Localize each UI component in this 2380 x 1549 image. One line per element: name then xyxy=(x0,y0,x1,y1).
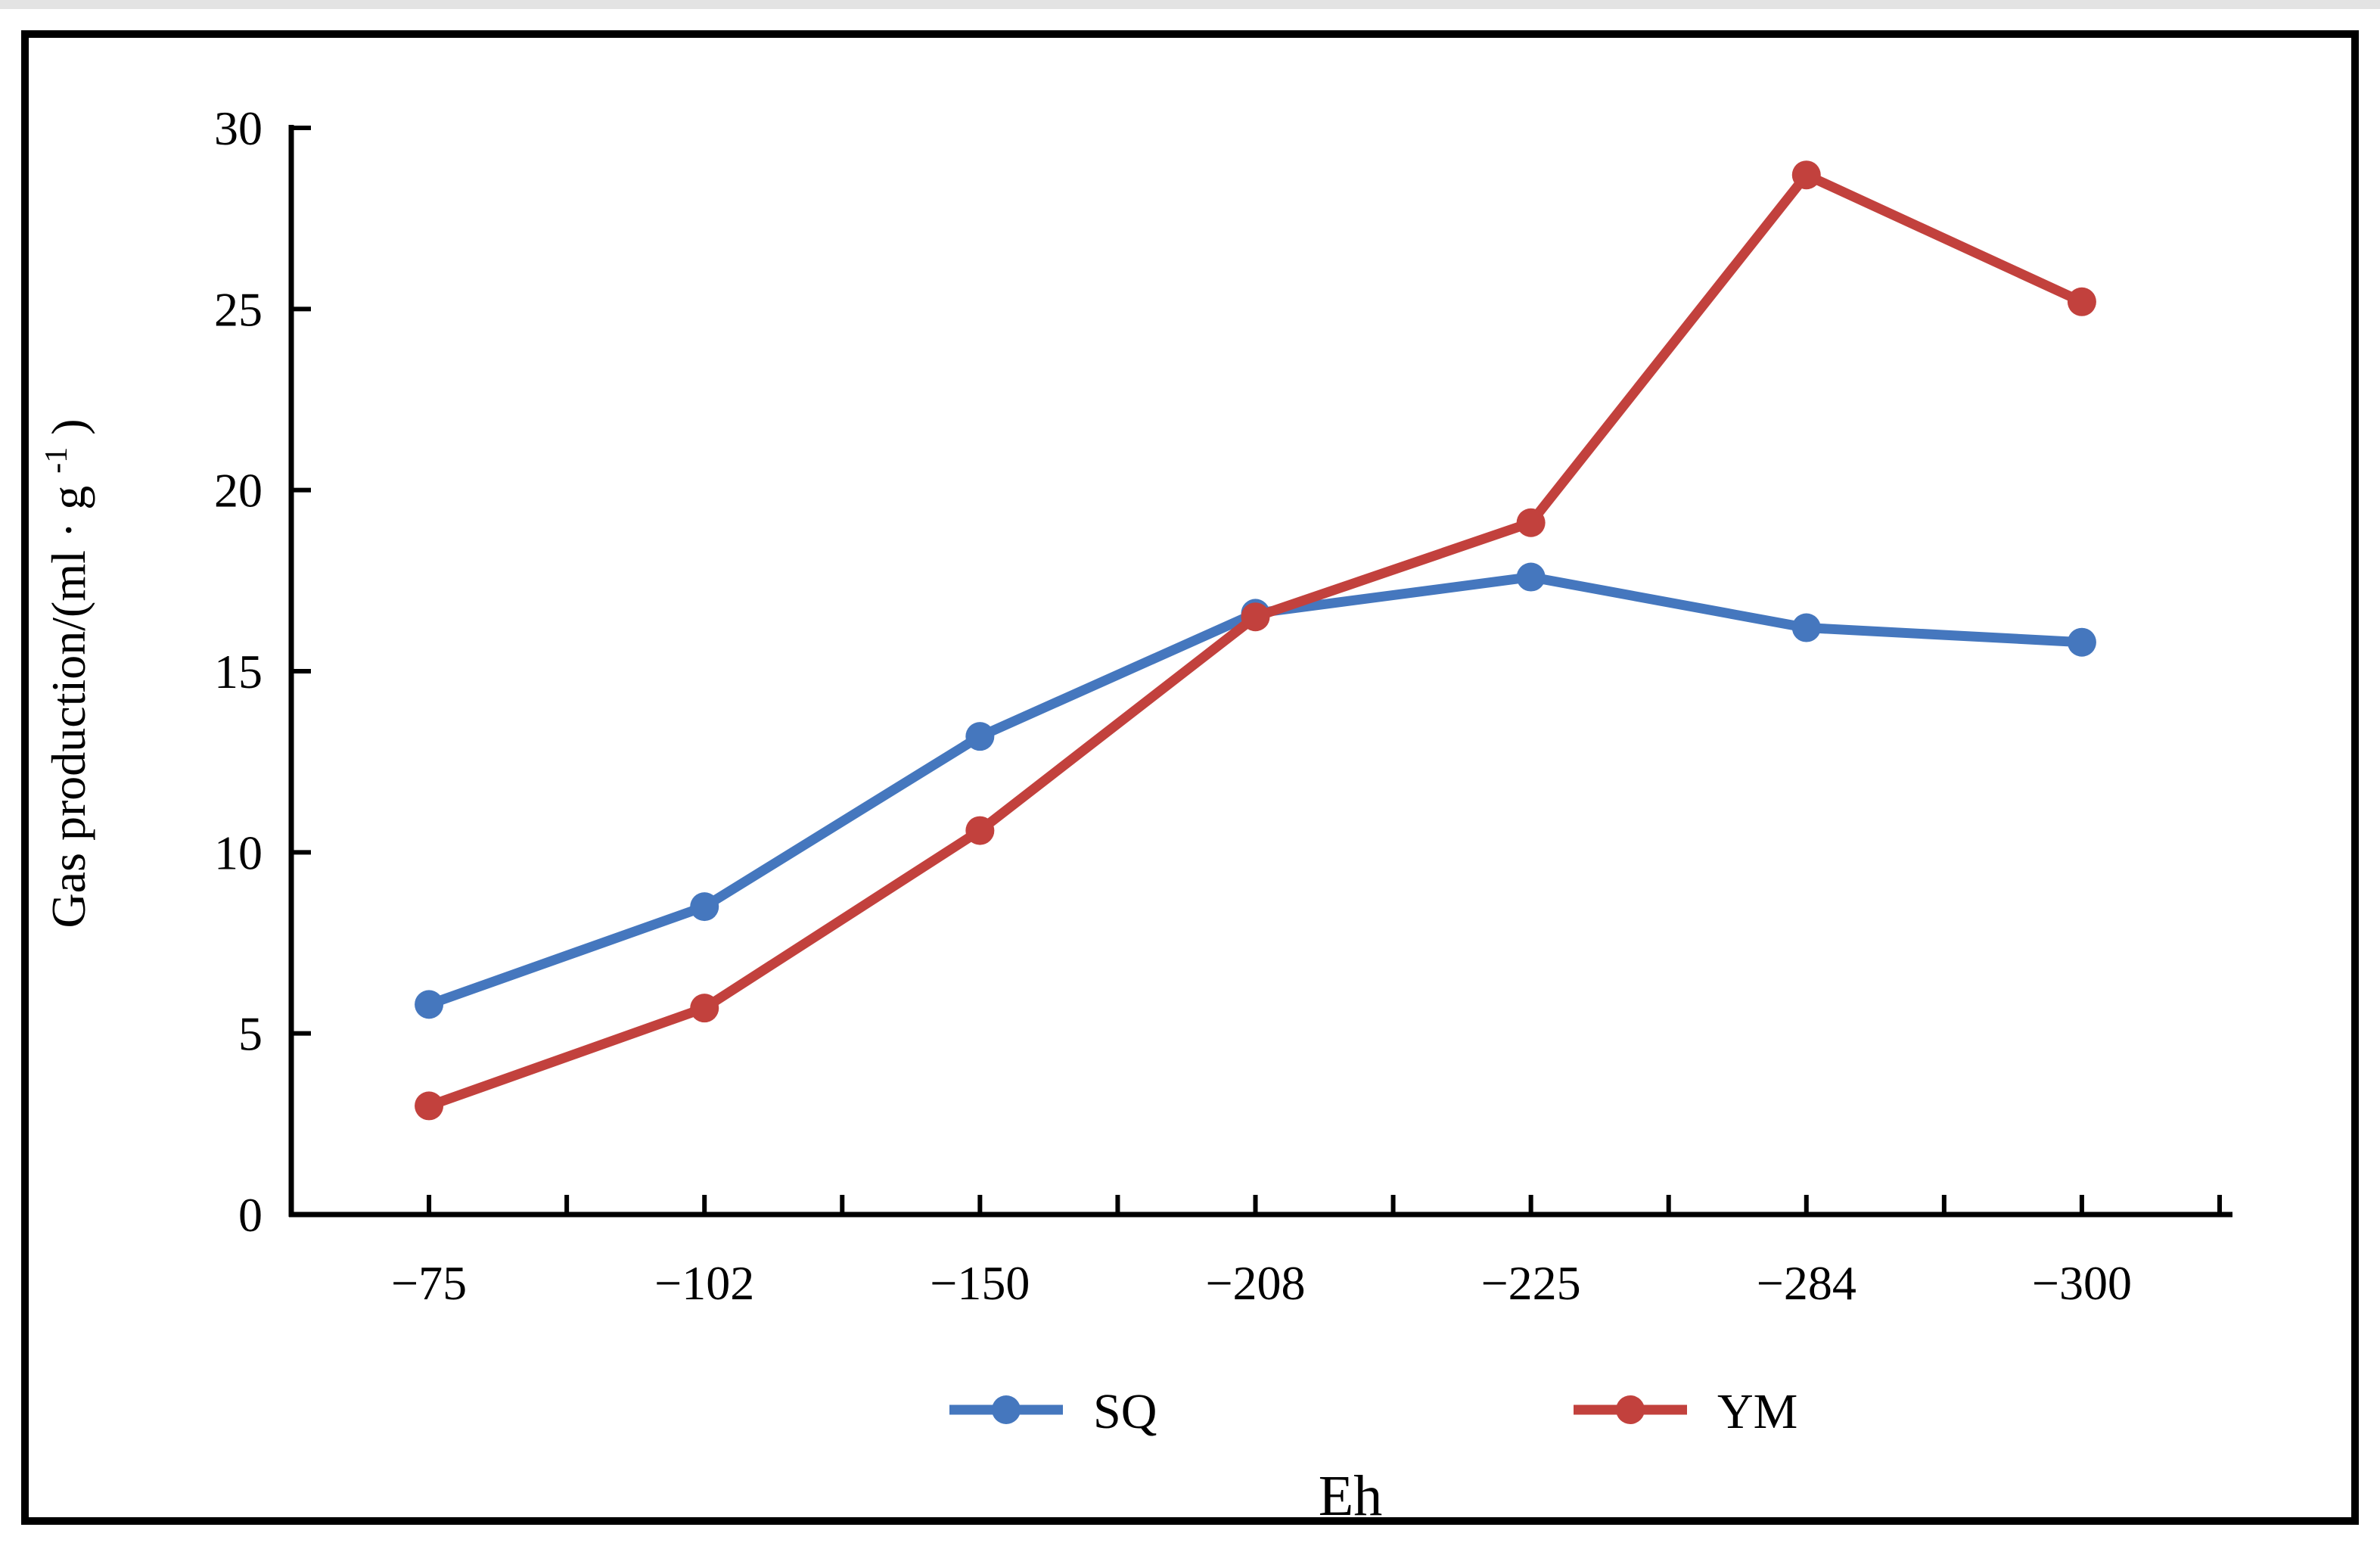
y-axis-title: Gas production/(ml · g -1 ) xyxy=(23,418,95,928)
x-axis: −75 −102 −150 −208 −225 −284 −300 xyxy=(289,1195,2232,1310)
legend-label-sq: SQ xyxy=(1093,1384,1157,1439)
y-tick-label: 15 xyxy=(214,645,263,698)
data-point-sq xyxy=(1516,562,1546,592)
data-point-sq xyxy=(1791,613,1821,642)
x-tick-label: −208 xyxy=(1205,1256,1305,1310)
y-tick-label: 10 xyxy=(214,826,263,879)
data-point-sq xyxy=(965,722,995,751)
y-axis: 0 5 10 15 20 25 30 xyxy=(214,101,311,1242)
data-point-ym xyxy=(1791,160,1821,190)
data-point-sq xyxy=(2067,627,2096,657)
scan-edge-artifact xyxy=(0,0,2380,9)
legend-item-sq: SQ xyxy=(949,1384,1157,1439)
y-axis-title-main: Gas production/(ml · g xyxy=(42,486,95,928)
legend-label-ym: YM xyxy=(1717,1384,1797,1439)
data-point-ym xyxy=(1241,602,1270,632)
x-axis-title: Eh xyxy=(1319,1464,1382,1528)
series-group xyxy=(415,160,2096,1121)
y-tick-marks xyxy=(291,126,311,1036)
y-tick-labels: 0 5 10 15 20 25 30 xyxy=(214,101,263,1242)
y-tick-label: 5 xyxy=(238,1007,263,1061)
y-axis-title-superscript: -1 xyxy=(39,447,74,474)
legend-item-ym: YM xyxy=(1574,1384,1797,1439)
data-point-ym xyxy=(690,994,719,1023)
y-tick-label: 30 xyxy=(214,101,263,155)
data-point-ym xyxy=(965,816,995,845)
legend: SQ YM xyxy=(949,1384,1797,1439)
figure-border xyxy=(21,30,2359,1525)
x-tick-label: −225 xyxy=(1481,1256,1581,1310)
series-line-sq xyxy=(424,572,2087,1009)
data-point-sq xyxy=(690,892,719,922)
x-tick-labels: −75 −102 −150 −208 −225 −284 −300 xyxy=(391,1256,2132,1310)
y-axis-title-close: ) xyxy=(42,418,95,434)
x-tick-marks xyxy=(427,1195,2222,1215)
x-tick-label: −75 xyxy=(391,1256,467,1310)
data-point-sq xyxy=(415,990,444,1019)
y-tick-label: 0 xyxy=(238,1188,263,1242)
series-line-ym xyxy=(424,170,2087,1111)
x-tick-label: −300 xyxy=(2032,1256,2132,1310)
data-point-ym xyxy=(1516,508,1546,537)
x-tick-label: −102 xyxy=(654,1256,754,1310)
legend-marker-ym xyxy=(1616,1395,1645,1424)
data-point-ym xyxy=(2067,287,2096,316)
data-point-ym xyxy=(415,1091,444,1121)
x-tick-label: −150 xyxy=(930,1256,1030,1310)
legend-marker-sq xyxy=(992,1395,1021,1424)
x-tick-label: −284 xyxy=(1757,1256,1856,1310)
y-tick-label: 20 xyxy=(214,464,263,518)
y-tick-label: 25 xyxy=(214,282,263,336)
